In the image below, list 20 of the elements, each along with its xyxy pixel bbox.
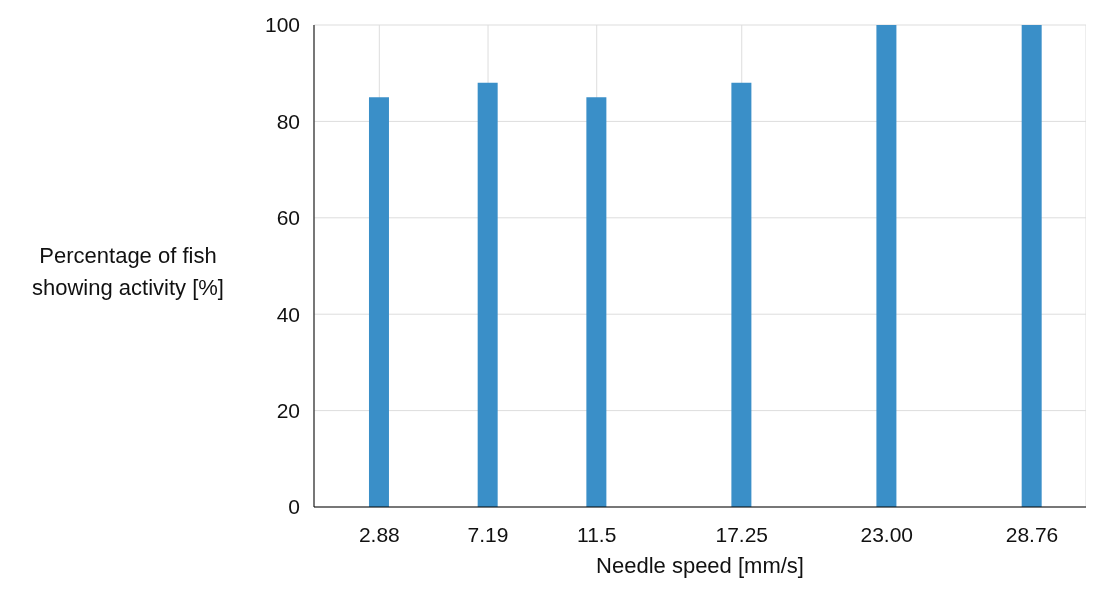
- x-tick-label: 7.19: [467, 522, 509, 546]
- bar: [368, 97, 389, 507]
- bar: [876, 25, 897, 507]
- y-tick-label: 40: [276, 302, 300, 326]
- x-tick-label: 2.88: [358, 522, 400, 546]
- x-tick-label: 17.25: [715, 522, 769, 546]
- y-tick-label: 60: [276, 206, 300, 230]
- y-tick-label: 0: [288, 495, 300, 519]
- y-tick-label: 100: [264, 13, 300, 37]
- x-tick-label: 23.00: [860, 522, 914, 546]
- x-tick-label: 11.5: [577, 522, 617, 546]
- bar: [1021, 25, 1042, 507]
- y-tick-label: 20: [276, 399, 300, 423]
- y-axis-title: Percentage of fish showing activity [%]: [31, 242, 225, 302]
- bar: [731, 82, 752, 507]
- y-tick-label: 80: [276, 109, 300, 133]
- bar: [477, 82, 498, 507]
- x-axis-title: Needle speed [mm/s]: [596, 553, 804, 578]
- x-tick-label: 28.76: [1005, 522, 1059, 546]
- bar: [586, 97, 607, 507]
